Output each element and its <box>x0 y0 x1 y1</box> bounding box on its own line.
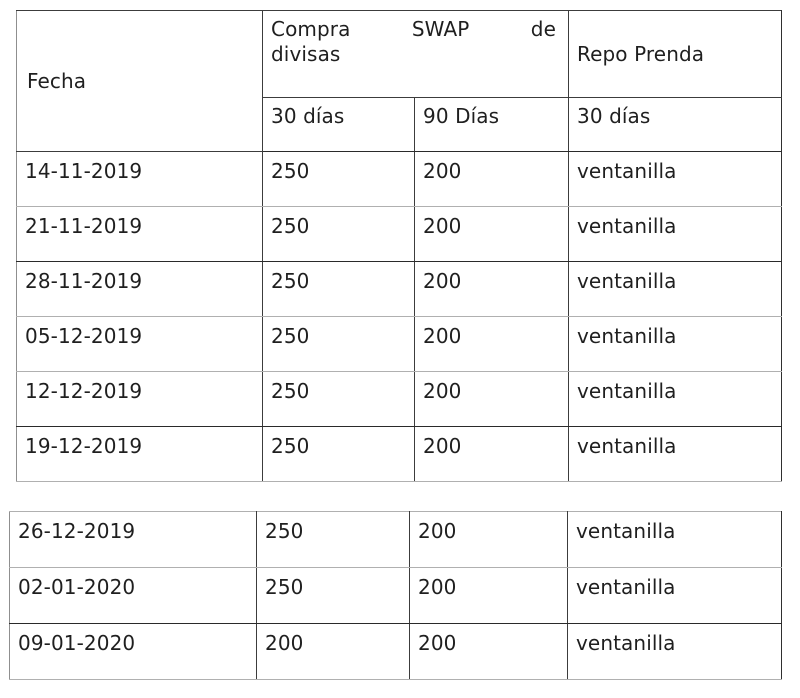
cell-swap-90: 200 <box>414 426 569 482</box>
cell-swap-30: 250 <box>256 567 410 624</box>
table-header-row-secondary: 30 días 90 Días 30 días <box>17 97 782 152</box>
table-row: 19-12-2019 250 200 ventanilla <box>16 426 782 482</box>
cell-swap-30: 250 <box>262 151 415 207</box>
cell-fecha: 09-01-2020 <box>9 623 257 680</box>
cell-fecha: 21-11-2019 <box>16 206 263 262</box>
cell-fecha: 28-11-2019 <box>16 261 263 317</box>
cell-swap-30: 250 <box>262 316 415 372</box>
cell-repo: ventanilla <box>568 426 782 482</box>
table-row: 12-12-2019 250 200 ventanilla <box>16 371 782 427</box>
table-row: 05-12-2019 250 200 ventanilla <box>16 316 782 372</box>
cell-repo: ventanilla <box>567 623 782 680</box>
header-cell-repo-prenda: Repo Prenda <box>568 10 782 98</box>
table-row: 28-11-2019 250 200 ventanilla <box>16 261 782 317</box>
table-row: 14-11-2019 250 200 ventanilla <box>16 151 782 207</box>
cell-fecha: 12-12-2019 <box>16 371 263 427</box>
cell-repo: ventanilla <box>567 511 782 568</box>
cell-fecha: 14-11-2019 <box>16 151 263 207</box>
cell-repo: ventanilla <box>568 261 782 317</box>
cell-swap-90: 200 <box>409 511 568 568</box>
header-cell-compra-swap-divisas: Compra SWAP de divisas <box>262 10 569 98</box>
header-cell-swap-30-dias: 30 días <box>262 97 415 152</box>
table-row: 21-11-2019 250 200 ventanilla <box>16 206 782 262</box>
cell-swap-30: 250 <box>262 261 415 317</box>
cell-swap-90: 200 <box>414 206 569 262</box>
cell-swap-90: 200 <box>414 151 569 207</box>
cell-repo: ventanilla <box>568 316 782 372</box>
operations-table-main: Fecha Compra SWAP de divisas Repo Prenda … <box>16 10 782 482</box>
header-swap-line-2: divisas <box>271 42 341 66</box>
table-row: 02-01-2020 250 200 ventanilla <box>9 567 782 624</box>
header-swap-line-1: Compra SWAP de <box>271 17 556 41</box>
table-header-row-primary: Fecha Compra SWAP de divisas Repo Prenda <box>16 10 782 152</box>
cell-fecha: 05-12-2019 <box>16 316 263 372</box>
table-row: 26-12-2019 250 200 ventanilla <box>9 511 782 568</box>
cell-swap-30: 250 <box>256 511 410 568</box>
cell-swap-30: 200 <box>256 623 410 680</box>
cell-swap-30: 250 <box>262 206 415 262</box>
cell-swap-90: 200 <box>409 623 568 680</box>
header-cell-repo-30-dias: 30 días <box>568 97 782 152</box>
table-row: 09-01-2020 200 200 ventanilla <box>9 623 782 680</box>
cell-swap-90: 200 <box>414 371 569 427</box>
cell-swap-30: 250 <box>262 371 415 427</box>
cell-swap-30: 250 <box>262 426 415 482</box>
cell-repo: ventanilla <box>568 151 782 207</box>
cell-repo: ventanilla <box>567 567 782 624</box>
cell-repo: ventanilla <box>568 371 782 427</box>
cell-fecha: 19-12-2019 <box>16 426 263 482</box>
cell-repo: ventanilla <box>568 206 782 262</box>
cell-swap-90: 200 <box>409 567 568 624</box>
operations-table-continuation: 26-12-2019 250 200 ventanilla 02-01-2020… <box>9 511 782 680</box>
header-cell-swap-90-dias: 90 Días <box>414 97 569 152</box>
cell-swap-90: 200 <box>414 261 569 317</box>
header-cell-fecha: Fecha <box>16 10 263 152</box>
cell-swap-90: 200 <box>414 316 569 372</box>
cell-fecha: 02-01-2020 <box>9 567 257 624</box>
cell-fecha: 26-12-2019 <box>9 511 257 568</box>
